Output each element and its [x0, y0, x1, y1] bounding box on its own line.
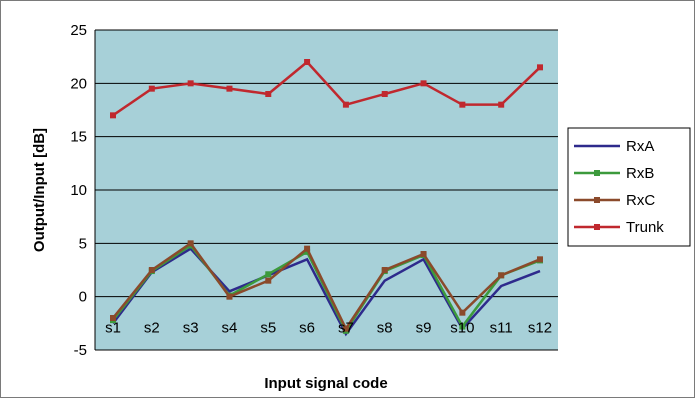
x-tick-label: s11 [490, 320, 513, 337]
data-point [304, 245, 311, 252]
x-tick-label: s3 [183, 320, 199, 337]
x-tick-label: s2 [144, 320, 160, 337]
legend-marker [594, 224, 600, 230]
data-point [498, 272, 505, 279]
x-tick-label: s10 [450, 320, 474, 337]
legend-label: RxC [626, 192, 655, 209]
legend-label: RxB [626, 165, 654, 182]
series-line-trunk [112, 60, 541, 117]
legend-label: RxA [626, 138, 654, 155]
data-point [420, 80, 427, 87]
data-point [265, 91, 272, 97]
x-tick-label: s8 [377, 320, 393, 337]
y-tick-label: 15 [70, 129, 87, 146]
series-group [110, 59, 543, 337]
data-point [226, 85, 233, 92]
y-tick-label: 0 [79, 289, 87, 306]
data-point [187, 240, 194, 247]
series-line-rxc [112, 241, 541, 332]
data-point [265, 271, 272, 278]
x-axis-title: Input signal code [264, 375, 387, 392]
data-point [459, 309, 466, 316]
data-point [381, 91, 388, 97]
data-point [342, 101, 349, 108]
x-tick-label: s9 [416, 320, 432, 337]
data-point [420, 251, 427, 257]
y-tick-label: 5 [79, 235, 87, 252]
legend-marker [594, 170, 600, 176]
data-point [459, 323, 466, 330]
x-tick-label: s6 [299, 320, 315, 337]
data-point [459, 101, 466, 108]
data-point [226, 293, 233, 300]
y-tick-label: 10 [70, 182, 87, 199]
x-tick-label: s1 [105, 320, 121, 337]
data-point [381, 267, 388, 273]
data-point [148, 85, 155, 92]
data-point [110, 315, 116, 321]
data-point [498, 101, 505, 108]
legend: RxA RxB RxC Trunk [567, 127, 691, 247]
data-point [148, 267, 155, 273]
y-tick-label: -5 [74, 342, 87, 359]
x-tick-label: s5 [260, 320, 276, 337]
legend-marker [594, 197, 600, 203]
data-point [304, 248, 311, 255]
data-point [304, 59, 311, 65]
legend-label: Trunk [626, 219, 664, 236]
y-axis-ticks: 25 20 15 10 5 0 -5 [70, 22, 87, 359]
x-tick-label: s7 [338, 320, 354, 337]
data-point [187, 80, 194, 87]
y-axis-title: Output/Input [dB] [31, 128, 48, 252]
y-tick-label: 20 [70, 75, 87, 92]
y-tick-label: 25 [70, 22, 87, 39]
data-point [110, 112, 116, 119]
x-tick-label: s4 [222, 320, 238, 337]
data-point [537, 256, 543, 263]
x-tick-label: s12 [528, 320, 552, 337]
data-point [265, 277, 272, 284]
x-axis-ticks: s1 s2 s3 s4 s5 s6 s7 s8 s9 s10 s11 s12 [105, 320, 552, 337]
data-point [342, 325, 349, 332]
series-line-rxa [112, 247, 541, 337]
data-point [537, 64, 543, 71]
